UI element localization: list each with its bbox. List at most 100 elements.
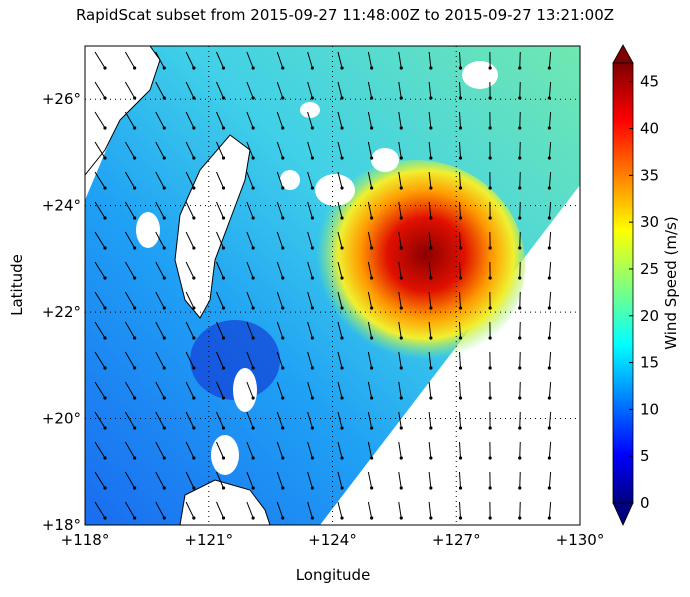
- wind-arrow-head: [548, 66, 551, 69]
- wind-arrow-head: [370, 306, 373, 309]
- wind-arrow-head: [548, 156, 551, 159]
- wind-arrow: [520, 202, 521, 218]
- wind-arrow-head: [252, 276, 255, 279]
- wind-arrow-head: [340, 366, 343, 369]
- wind-arrow-head: [548, 456, 551, 459]
- wind-arrow-head: [518, 426, 521, 429]
- wind-arrow-head: [489, 426, 492, 429]
- wind-arrow-head: [311, 456, 314, 459]
- wind-arrow-head: [489, 66, 492, 69]
- wind-arrow-head: [103, 126, 106, 129]
- wind-arrow-head: [192, 306, 195, 309]
- wind-arrow-head: [518, 336, 521, 339]
- wind-arrow-head: [192, 126, 195, 129]
- wind-arrow-head: [103, 216, 106, 219]
- wind-arrow-head: [103, 306, 106, 309]
- wind-arrow-head: [192, 276, 195, 279]
- wind-arrow-head: [459, 216, 462, 219]
- wind-arrow-head: [133, 156, 136, 159]
- wind-arrow-head: [429, 396, 432, 399]
- wind-arrow: [520, 352, 521, 368]
- gap: [233, 368, 257, 412]
- colorbar-extend-min: [613, 503, 633, 525]
- wind-arrow-head: [252, 396, 255, 399]
- wind-arrow-head: [311, 186, 314, 189]
- wind-arrow-head: [340, 336, 343, 339]
- wind-arrow-head: [429, 336, 432, 339]
- wind-arrow: [520, 172, 521, 188]
- x-tick-label: +121°: [184, 531, 233, 549]
- wind-arrow-head: [281, 306, 284, 309]
- gap: [136, 212, 160, 248]
- wind-arrow: [520, 112, 521, 128]
- wind-arrow-head: [133, 306, 136, 309]
- wind-arrow: [520, 502, 521, 518]
- wind-arrow-head: [192, 156, 195, 159]
- wind-arrow-head: [459, 456, 462, 459]
- chart-title: RapidScat subset from 2015-09-27 11:48:0…: [76, 6, 614, 24]
- wind-arrow-head: [252, 96, 255, 99]
- wind-arrow-head: [548, 366, 551, 369]
- wind-arrow-head: [252, 246, 255, 249]
- wind-arrow: [429, 382, 431, 398]
- wind-arrow-head: [311, 486, 314, 489]
- colorbar-extend-max: [613, 45, 633, 63]
- wind-arrow-head: [459, 126, 462, 129]
- wind-arrow-head: [222, 396, 225, 399]
- wind-arrow-head: [429, 456, 432, 459]
- wind-arrow-head: [133, 336, 136, 339]
- wind-arrow-head: [103, 276, 106, 279]
- wind-arrow-head: [163, 126, 166, 129]
- wind-arrow-head: [400, 396, 403, 399]
- colorbar-tick-label: 20: [640, 307, 659, 325]
- colorbar-tick-label: 10: [640, 400, 659, 418]
- wind-arrow-head: [518, 396, 521, 399]
- wind-arrow-head: [340, 156, 343, 159]
- wind-arrow-head: [370, 216, 373, 219]
- wind-arrow-head: [311, 366, 314, 369]
- wind-arrow-head: [252, 126, 255, 129]
- wind-arrow-head: [340, 186, 343, 189]
- wind-arrow-head: [489, 306, 492, 309]
- wind-arrow: [520, 382, 521, 398]
- wind-arrow-head: [459, 156, 462, 159]
- wind-arrow-head: [548, 216, 551, 219]
- wind-arrow: [549, 262, 550, 278]
- wind-arrow-head: [222, 156, 225, 159]
- wind-arrow-head: [103, 366, 106, 369]
- wind-arrow-head: [222, 126, 225, 129]
- wind-arrow-head: [133, 126, 136, 129]
- wind-arrow-head: [518, 306, 521, 309]
- wind-arrow-head: [133, 186, 136, 189]
- wind-arrow-head: [222, 96, 225, 99]
- y-axis-label: Latitude: [8, 254, 26, 316]
- gap: [462, 61, 498, 89]
- gap: [300, 102, 320, 118]
- wind-arrow-head: [311, 216, 314, 219]
- wind-arrow-head: [548, 186, 551, 189]
- wind-arrow-head: [163, 456, 166, 459]
- wind-arrow-head: [281, 276, 284, 279]
- wind-arrow: [520, 412, 521, 428]
- wind-arrow-head: [133, 216, 136, 219]
- wind-arrow: [368, 502, 371, 518]
- x-tick-label: +127°: [432, 531, 481, 549]
- wind-arrow-head: [103, 246, 106, 249]
- wind-arrow-head: [429, 126, 432, 129]
- colorbar-tick-label: 35: [640, 166, 659, 184]
- wind-arrow-head: [252, 216, 255, 219]
- wind-arrow-head: [340, 306, 343, 309]
- wind-arrow: [460, 472, 461, 488]
- wind-arrow: [520, 442, 521, 458]
- wind-arrow-head: [400, 366, 403, 369]
- wind-arrow-head: [489, 186, 492, 189]
- wind-arrow-head: [459, 516, 462, 519]
- colorbar-label: Wind Speed (m/s): [662, 216, 680, 349]
- wind-arrow-head: [518, 516, 521, 519]
- wind-arrow-head: [489, 516, 492, 519]
- wind-arrow-head: [222, 186, 225, 189]
- wind-arrow-head: [459, 366, 462, 369]
- wind-arrow-head: [311, 276, 314, 279]
- gap: [371, 148, 399, 172]
- wind-arrow-head: [429, 156, 432, 159]
